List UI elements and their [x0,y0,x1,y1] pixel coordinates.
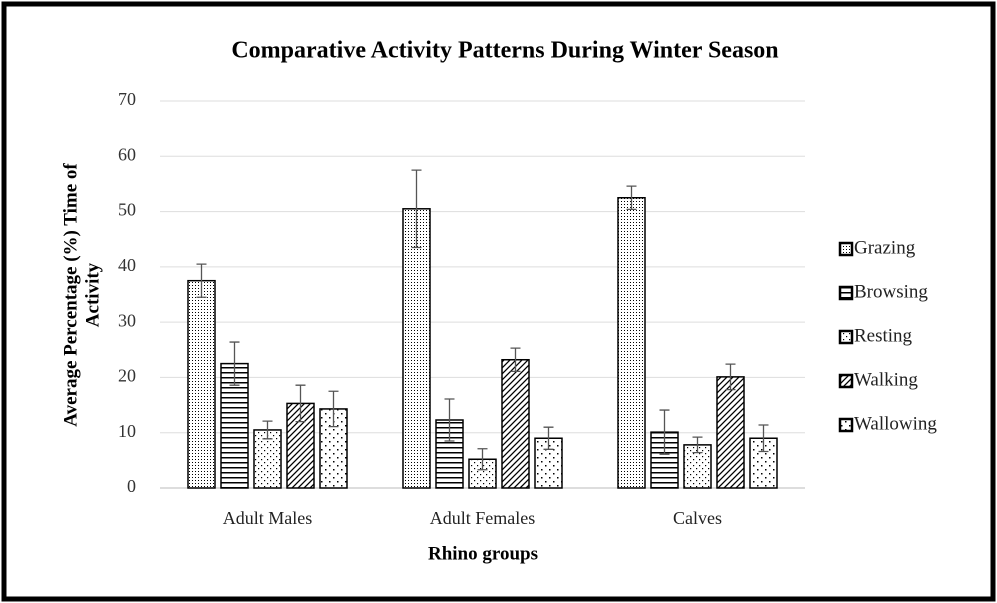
error-bar [725,363,736,391]
y-tick-label: 60 [118,144,136,164]
y-tick-label: 50 [118,200,136,220]
error-bar [477,448,488,471]
error-bar [196,263,207,298]
x-tick-label: Adult Males [223,508,313,528]
error-bar [229,341,240,386]
legend-label: Walking [854,369,918,390]
legend-label: Grazing [854,237,916,258]
bar [501,358,530,489]
legend-label: Wallowing [854,413,937,434]
bar [716,376,745,489]
legend-swatch [838,329,854,345]
error-bar [692,436,703,454]
error-bar [444,398,455,442]
bar [253,429,282,489]
legend-swatch [838,241,854,257]
error-bar [295,384,306,423]
x-tick-label: Calves [673,508,722,528]
y-tick-label: 30 [118,310,136,330]
legend-swatch [838,285,854,301]
error-bar [411,169,422,249]
y-axis-label-line: Activity [82,262,103,327]
y-tick-label: 0 [127,476,136,496]
legend-label: Browsing [854,281,928,302]
y-tick-label: 70 [118,89,136,109]
error-bar [758,424,769,453]
x-tick-label: Adult Females [430,508,536,528]
x-axis-label: Rhino groups [428,543,538,564]
error-bar [659,409,670,455]
error-bar [543,426,554,450]
error-bar [262,420,273,440]
bar [187,279,216,489]
error-bar [510,347,521,372]
legend-label: Resting [854,325,913,346]
y-axis-label: Average Percentage (%) Time of Activity [60,163,103,427]
bar [402,208,431,489]
bar [220,362,249,489]
error-bar [626,185,637,211]
bar [617,197,646,489]
chart-title: Comparative Activity Patterns During Win… [231,38,778,64]
y-tick-label: 40 [118,255,136,275]
legend-swatch [838,417,854,433]
bar [650,431,679,489]
error-bar [328,390,339,428]
legend-swatch [838,373,854,389]
y-tick-label: 10 [118,421,136,441]
y-tick-label: 20 [118,366,136,386]
y-axis-label-line: Average Percentage (%) Time of [60,163,81,427]
